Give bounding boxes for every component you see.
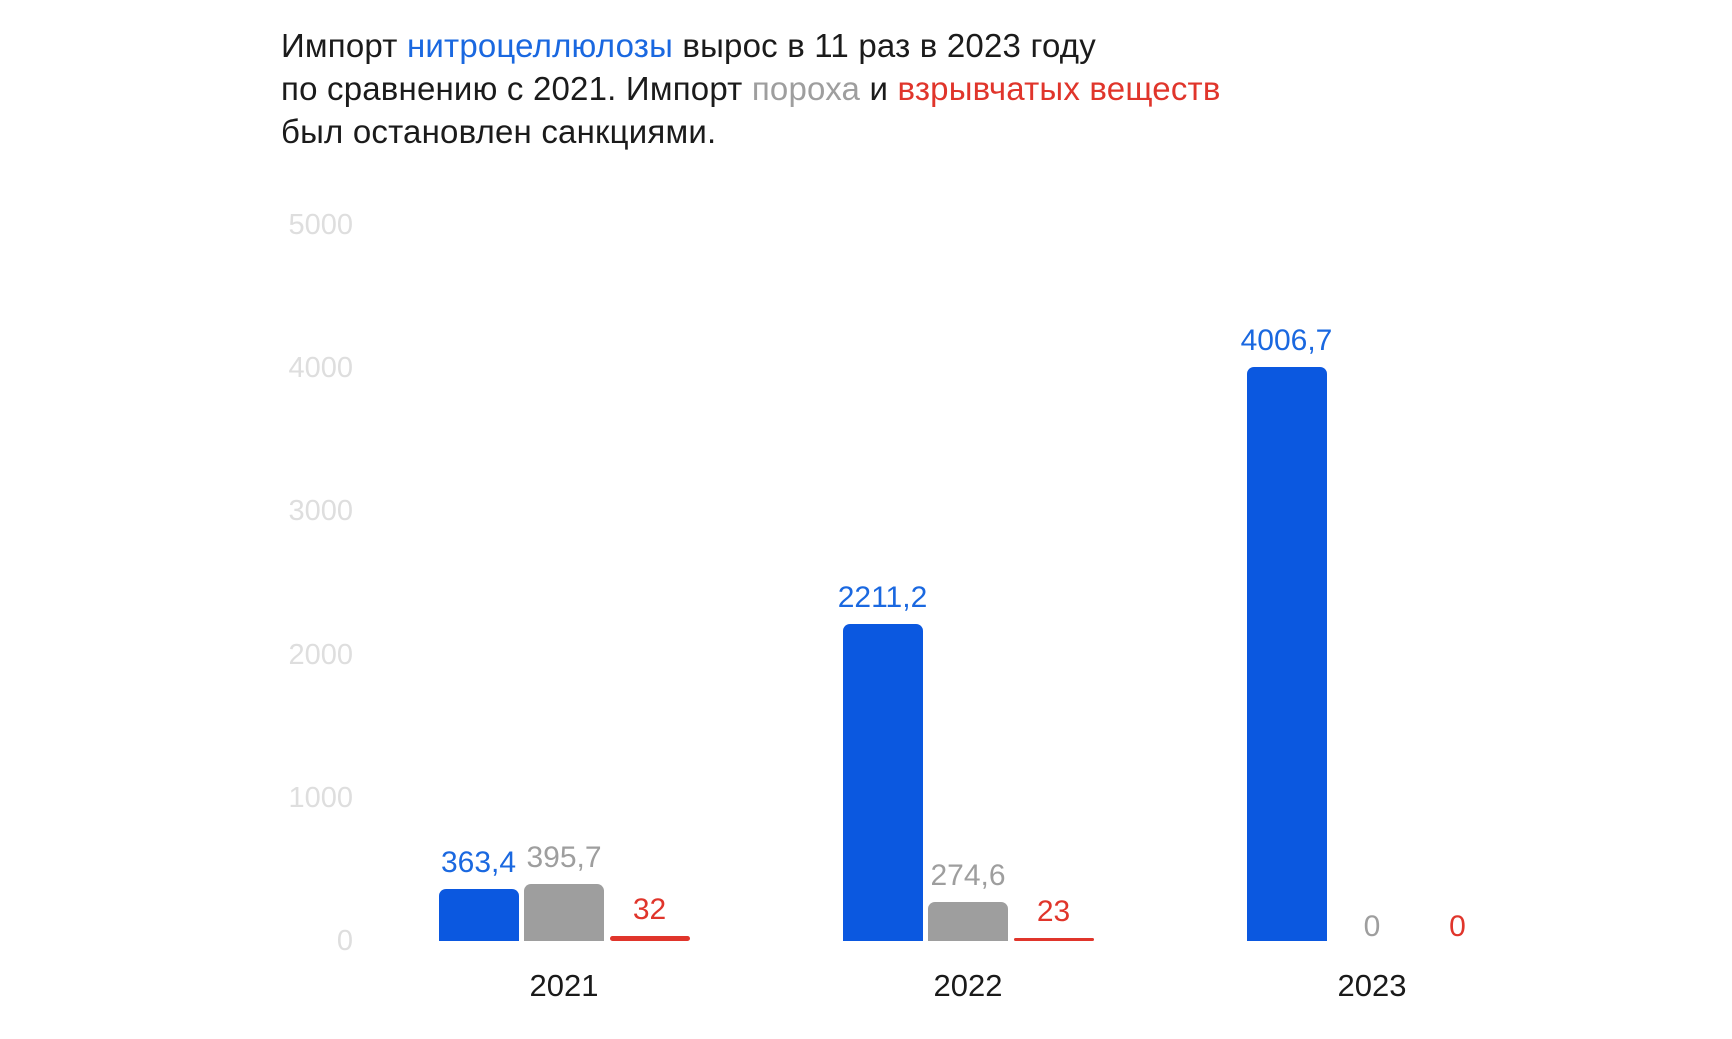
- y-axis-tick-label: 4000: [288, 352, 353, 385]
- bar-нитроцеллюлоза-2022: [842, 624, 923, 941]
- title-segment: был остановлен санкциями.: [281, 113, 717, 150]
- title-segment: по сравнению с 2021. Импорт: [281, 70, 752, 107]
- y-axis-tick-label: 1000: [288, 781, 353, 814]
- value-label-нитроцеллюлоза-2022: 2211,2: [837, 581, 928, 614]
- y-axis-tick-label: 2000: [288, 638, 353, 671]
- value-label-порох-2021: 395,7: [526, 841, 602, 874]
- bar-взрывчатые вещества-2021: [609, 936, 690, 941]
- bar-взрывчатые вещества-2022: [1013, 938, 1094, 941]
- title-segment: пороха: [751, 70, 861, 107]
- value-label-порох-2023: 0: [1363, 910, 1381, 943]
- bar-нитроцеллюлоза-2021: [438, 889, 519, 941]
- x-axis-category-label: 2022: [933, 968, 1003, 1003]
- x-axis-category-label: 2021: [529, 968, 599, 1003]
- title-segment: Импорт: [281, 27, 407, 64]
- value-label-нитроцеллюлоза-2023: 4006,7: [1240, 324, 1333, 357]
- value-label-взрывчатые вещества-2022: 23: [1036, 895, 1071, 928]
- value-label-взрывчатые вещества-2021: 32: [632, 893, 667, 926]
- bar-порох-2021: [524, 884, 604, 941]
- bar-порох-2022: [928, 902, 1008, 941]
- y-axis-tick-label: 5000: [288, 209, 353, 241]
- value-label-нитроцеллюлоза-2021: 363,4: [440, 846, 517, 879]
- value-label-порох-2022: 274,6: [930, 859, 1006, 892]
- title-segment: и: [860, 70, 898, 107]
- chart-title: Импорт нитроцеллюлозы вырос в 11 раз в 2…: [281, 24, 1281, 153]
- y-axis-tick-label: 0: [336, 925, 353, 957]
- y-axis-tick-label: 3000: [288, 495, 353, 528]
- title-segment: вырос в 11 раз в 2023 году: [673, 27, 1096, 64]
- title-segment: взрывчатых веществ: [897, 70, 1221, 107]
- bar-нитроцеллюлоза-2023: [1246, 367, 1327, 941]
- title-segment: нитроцеллюлозы: [406, 27, 674, 64]
- x-axis-category-label: 2023: [1337, 968, 1407, 1003]
- value-label-взрывчатые вещества-2023: 0: [1449, 910, 1466, 943]
